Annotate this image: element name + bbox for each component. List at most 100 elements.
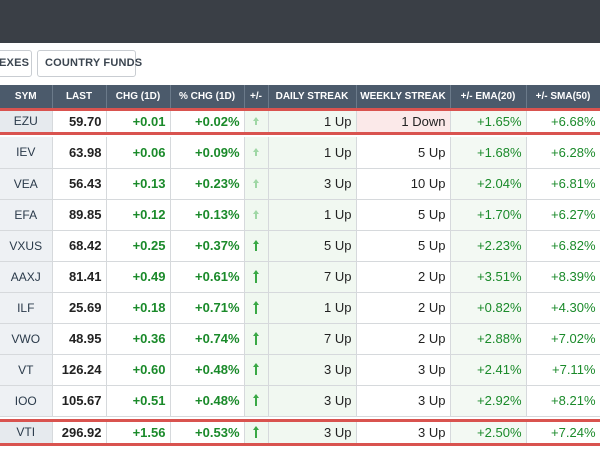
column-header-pct-chg[interactable]: % CHG (1D) [170,85,245,109]
daily-streak-cell: 3 Up [268,385,357,417]
up-arrow-icon [253,269,259,283]
table-row[interactable]: VTI 296.92 +1.56 +0.53% 3 Up 3 Up +2.50% +7.24% [0,418,600,446]
symbol-cell[interactable]: IOO [0,385,53,417]
ema20-cell: +2.50% [450,418,527,446]
percent-change-cell: +0.23% [170,168,245,200]
percent-change-cell: +0.02% [170,107,245,135]
trend-arrow-cell [244,354,269,386]
etf-performance-table: SYM LAST CHG (1D) % CHG (1D) +/- DAILY S… [0,85,600,446]
ema20-cell: +1.70% [450,199,527,231]
daily-streak-cell: 1 Up [268,199,357,231]
column-header-sma50[interactable]: +/- SMA(50) [526,85,600,109]
up-arrow-icon [253,425,259,438]
column-header-weekly-streak[interactable]: WEEKLY STREAK [356,85,451,109]
column-header-last[interactable]: LAST [52,85,107,109]
weekly-streak-cell: 3 Up [356,418,451,446]
row-spacer [0,133,600,137]
table-row[interactable]: EFA 89.85 +0.12 +0.13% 1 Up 5 Up +1.70% +6.27% [0,199,600,231]
trend-arrow-cell [244,261,269,293]
table-row[interactable]: IEV 63.98 +0.06 +0.09% 1 Up 5 Up +1.68% +6.28% [0,137,600,169]
row-spacer [0,416,600,420]
change-cell: +0.01 [106,107,171,135]
change-cell: +0.13 [106,168,171,200]
last-price-cell: 63.98 [52,137,107,169]
sma50-cell: +6.68% [526,107,600,135]
last-price-cell: 25.69 [52,292,107,324]
tab-indexes[interactable]: EXES [0,50,32,77]
change-cell: +0.25 [106,230,171,262]
daily-streak-cell: 3 Up [268,168,357,200]
table-row[interactable]: VT 126.24 +0.60 +0.48% 3 Up 3 Up +2.41% +7.11% [0,354,600,386]
column-header-chg[interactable]: CHG (1D) [106,85,171,109]
up-arrow-icon [253,209,259,219]
weekly-streak-cell: 3 Up [356,385,451,417]
weekly-streak-cell: 3 Up [356,354,451,386]
symbol-cell[interactable]: VEA [0,168,53,200]
trend-arrow-cell [244,385,269,417]
sma50-cell: +6.28% [526,137,600,169]
daily-streak-cell: 1 Up [268,292,357,324]
column-header-sym[interactable]: SYM [0,85,53,109]
symbol-cell[interactable]: IEV [0,137,53,169]
last-price-cell: 81.41 [52,261,107,293]
up-arrow-icon [253,147,259,156]
symbol-cell[interactable]: EFA [0,199,53,231]
symbol-cell[interactable]: EZU [0,107,53,135]
weekly-streak-cell: 10 Up [356,168,451,200]
table-row[interactable]: VEA 56.43 +0.13 +0.23% 3 Up 10 Up +2.04% +6.81% [0,168,600,200]
symbol-cell[interactable]: AAXJ [0,261,53,293]
symbol-cell[interactable]: VT [0,354,53,386]
table-row[interactable]: IOO 105.67 +0.51 +0.48% 3 Up 3 Up +2.92% +8.21% [0,385,600,417]
column-header-plus-minus[interactable]: +/- [244,85,269,109]
sma50-cell: +6.27% [526,199,600,231]
table-row[interactable]: VWO 48.95 +0.36 +0.74% 7 Up 2 Up +2.88% +7.02% [0,323,600,355]
trend-arrow-cell [244,230,269,262]
ema20-cell: +2.04% [450,168,527,200]
ema20-cell: +2.41% [450,354,527,386]
sma50-cell: +7.24% [526,418,600,446]
weekly-streak-cell: 1 Down [356,107,451,135]
daily-streak-cell: 3 Up [268,354,357,386]
last-price-cell: 89.85 [52,199,107,231]
row-spacer-cell [0,416,600,420]
table-row[interactable]: VXUS 68.42 +0.25 +0.37% 5 Up 5 Up +2.23% +6.82% [0,230,600,262]
column-header-ema20[interactable]: +/- EMA(20) [450,85,527,109]
daily-streak-cell: 7 Up [268,323,357,355]
weekly-streak-cell: 5 Up [356,137,451,169]
sma50-cell: +6.81% [526,168,600,200]
sma50-cell: +7.02% [526,323,600,355]
daily-streak-cell: 1 Up [268,107,357,135]
trend-arrow-cell [244,292,269,324]
percent-change-cell: +0.48% [170,385,245,417]
sma50-cell: +7.11% [526,354,600,386]
table-row[interactable]: EZU 59.70 +0.01 +0.02% 1 Up 1 Down +1.65% +6.68… [0,107,600,135]
symbol-cell[interactable]: VTI [0,418,53,446]
last-price-cell: 56.43 [52,168,107,200]
table-row[interactable]: ILF 25.69 +0.18 +0.71% 1 Up 2 Up +0.82% +4.30% [0,292,600,324]
table-row[interactable]: AAXJ 81.41 +0.49 +0.61% 7 Up 2 Up +3.51% +8.39% [0,261,600,293]
up-arrow-icon [253,363,259,376]
symbol-cell[interactable]: ILF [0,292,53,324]
daily-streak-cell: 7 Up [268,261,357,293]
trend-arrow-cell [244,323,269,355]
tab-country-funds[interactable]: COUNTRY FUNDS [37,50,142,77]
symbol-cell[interactable]: VWO [0,323,53,355]
daily-streak-cell: 3 Up [268,418,357,446]
up-arrow-icon [253,116,259,125]
sma50-cell: +8.39% [526,261,600,293]
change-cell: +0.51 [106,385,171,417]
last-price-cell: 48.95 [52,323,107,355]
ema20-cell: +2.92% [450,385,527,417]
trend-arrow-cell [244,418,269,446]
ema20-cell: +2.88% [450,323,527,355]
table-header-row: SYM LAST CHG (1D) % CHG (1D) +/- DAILY S… [0,85,600,109]
percent-change-cell: +0.09% [170,137,245,169]
symbol-cell[interactable]: VXUS [0,230,53,262]
percent-change-cell: +0.53% [170,418,245,446]
change-cell: +0.60 [106,354,171,386]
change-cell: +0.18 [106,292,171,324]
change-cell: +0.36 [106,323,171,355]
column-header-daily-streak[interactable]: DAILY STREAK [268,85,357,109]
percent-change-cell: +0.74% [170,323,245,355]
top-navigation-bar [0,0,600,43]
